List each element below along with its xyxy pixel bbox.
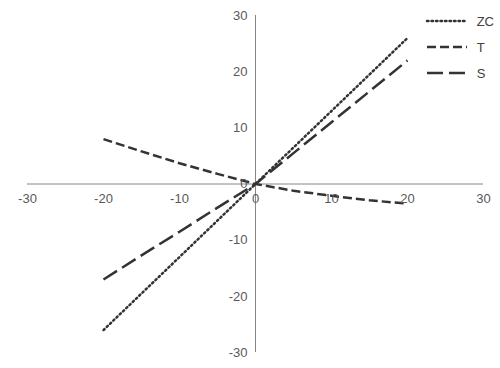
svg-text:-30: -30 bbox=[18, 191, 37, 206]
svg-text:20: 20 bbox=[400, 191, 414, 206]
svg-text:10: 10 bbox=[233, 120, 247, 135]
svg-text:-20: -20 bbox=[94, 191, 113, 206]
svg-text:-30: -30 bbox=[229, 345, 248, 360]
html-text:S: S bbox=[476, 65, 486, 81]
svg-text:10: 10 bbox=[324, 191, 338, 206]
html-text:T: T bbox=[476, 39, 485, 55]
svg-text:20: 20 bbox=[233, 64, 247, 79]
svg-text:-10: -10 bbox=[170, 191, 189, 206]
svg-text:30: 30 bbox=[233, 8, 247, 23]
html-text:ZC: ZC bbox=[476, 13, 494, 29]
svg-text:-10: -10 bbox=[229, 232, 248, 247]
svg-text:30: 30 bbox=[476, 191, 490, 206]
svg-text:0: 0 bbox=[240, 176, 247, 191]
svg-text:0: 0 bbox=[252, 191, 259, 206]
svg-text:-20: -20 bbox=[229, 288, 248, 303]
